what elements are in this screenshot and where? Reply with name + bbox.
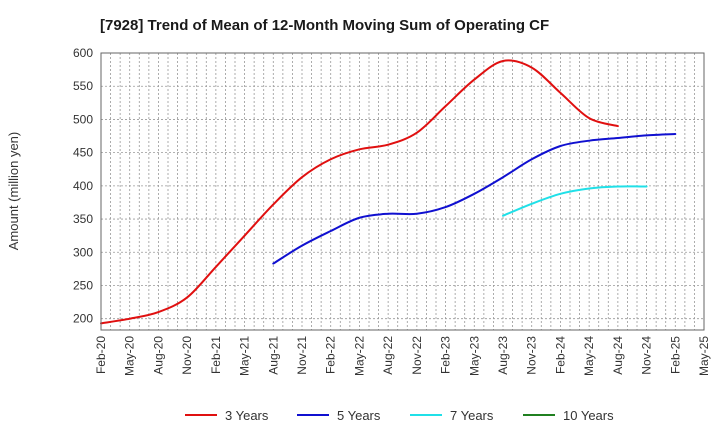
y-axis-label: Amount (million yen) bbox=[6, 132, 21, 251]
y-tick-label: 400 bbox=[73, 179, 93, 193]
y-tick-label: 550 bbox=[73, 79, 93, 93]
y-tick-label: 500 bbox=[73, 112, 93, 126]
x-tick-label: May-20 bbox=[123, 336, 137, 376]
x-tick-label: Feb-23 bbox=[439, 336, 453, 374]
chart-title: [7928] Trend of Mean of 12-Month Moving … bbox=[100, 17, 549, 34]
x-tick-label: Aug-20 bbox=[151, 336, 165, 375]
y-axis: 200 250 300 350 400 450 500 550 600 bbox=[73, 46, 93, 326]
series-group bbox=[100, 59, 677, 325]
plot-area bbox=[101, 53, 704, 330]
x-tick-label: May-24 bbox=[582, 336, 596, 376]
y-tick-label: 350 bbox=[73, 212, 93, 226]
legend-label-3-years: 3 Years bbox=[225, 408, 269, 423]
x-tick-label: Aug-23 bbox=[496, 336, 510, 375]
plot-border bbox=[100, 52, 705, 331]
y-tick-label: 600 bbox=[73, 46, 93, 60]
y-tick-label: 200 bbox=[73, 312, 93, 326]
x-tick-label: Nov-20 bbox=[180, 336, 194, 375]
x-tick-label: Aug-22 bbox=[381, 336, 395, 375]
legend-label-7-years: 7 Years bbox=[450, 408, 494, 423]
x-tick-label: May-22 bbox=[352, 336, 366, 376]
x-tick-label: May-25 bbox=[697, 336, 711, 376]
series-line-3-years bbox=[100, 59, 619, 325]
x-tick-label: Nov-22 bbox=[410, 336, 424, 375]
series-line-7-years bbox=[502, 185, 648, 217]
x-tick-label: May-23 bbox=[467, 336, 481, 376]
y-tick-label: 250 bbox=[73, 278, 93, 292]
x-tick-label: Nov-24 bbox=[640, 336, 654, 375]
x-tick-label: Nov-23 bbox=[525, 336, 539, 375]
x-tick-label: Feb-21 bbox=[209, 336, 223, 374]
x-tick-label: Feb-22 bbox=[324, 336, 338, 374]
x-tick-label: Feb-25 bbox=[668, 336, 682, 374]
x-tick-label: Nov-21 bbox=[295, 336, 309, 375]
x-axis: Feb-20 May-20 Aug-20 Nov-20 Feb-21 May-21 Aug-… bbox=[94, 336, 711, 376]
y-tick-label: 450 bbox=[73, 146, 93, 160]
y-tick-label: 300 bbox=[73, 245, 93, 259]
x-tick-label: Aug-24 bbox=[611, 336, 625, 375]
legend-label-5-years: 5 Years bbox=[337, 408, 381, 423]
x-tick-label: Aug-21 bbox=[266, 336, 280, 375]
x-tick-label: Feb-20 bbox=[94, 336, 108, 374]
x-tick-label: Feb-24 bbox=[553, 336, 567, 374]
x-tick-label: May-21 bbox=[238, 336, 252, 376]
legend: 3 Years 5 Years 7 Years 10 Years bbox=[185, 408, 614, 423]
series-line-5-years bbox=[272, 133, 677, 265]
legend-label-10-years: 10 Years bbox=[563, 408, 614, 423]
